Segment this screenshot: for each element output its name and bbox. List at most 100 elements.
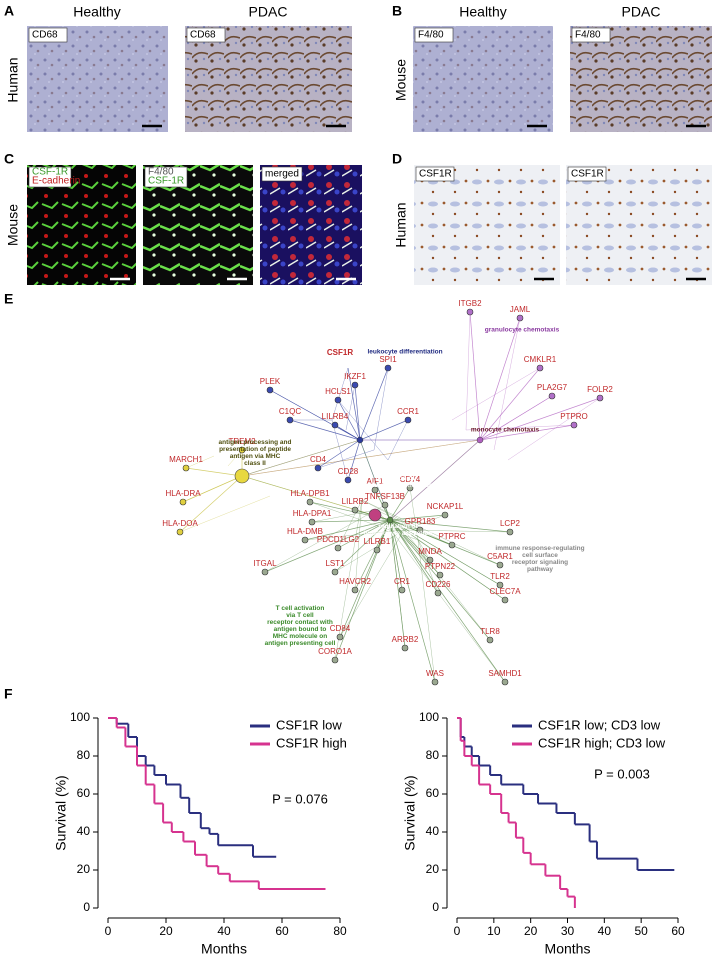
gene-label: ARRB2 xyxy=(392,635,419,644)
gene-label: IKZF1 xyxy=(344,372,366,381)
gene-label: TLR8 xyxy=(480,627,500,636)
edge xyxy=(389,519,501,586)
term-label-line: T cell activation xyxy=(276,605,325,612)
x-axis-label: Months xyxy=(201,941,247,957)
gene-label: CLEC7A xyxy=(489,587,521,596)
gene-node xyxy=(404,416,412,424)
micrograph xyxy=(566,165,712,285)
term-label-line: immune response-regulating xyxy=(495,545,584,552)
gene-label: GPR183 xyxy=(405,517,436,526)
row-label: Human xyxy=(5,57,21,102)
edge xyxy=(389,519,441,576)
edge xyxy=(403,529,491,641)
edge xyxy=(182,475,243,503)
stain-tag: F4/80 xyxy=(148,167,174,178)
edge xyxy=(465,424,575,431)
micrograph xyxy=(413,26,553,132)
gene-node xyxy=(261,568,269,576)
gene-label: TLR2 xyxy=(490,572,510,581)
term-label-line: lymphocyte activation xyxy=(364,530,432,537)
stain-tag: F4/80 xyxy=(418,30,444,41)
gene-node xyxy=(426,556,434,564)
edge xyxy=(227,449,243,467)
legend-label: CSF1R high xyxy=(276,735,347,750)
gene-node xyxy=(506,528,514,536)
gene-node xyxy=(398,586,406,594)
stain-tag: CD68 xyxy=(190,30,216,41)
gene-label: PTPRO xyxy=(560,412,588,421)
hub-node xyxy=(386,516,394,524)
edge xyxy=(347,439,361,481)
gene-label: LILRB4 xyxy=(322,412,349,421)
gene-label: HLA-DMB xyxy=(287,527,323,536)
gene-node xyxy=(548,392,556,400)
gene-node xyxy=(434,589,442,597)
gene-node xyxy=(331,421,339,429)
stain-tag-box xyxy=(186,27,226,43)
edge xyxy=(493,317,521,451)
column-label: Healthy xyxy=(459,4,506,20)
edge xyxy=(317,439,361,469)
gene-node xyxy=(286,416,294,424)
edge xyxy=(347,367,361,441)
column-label: PDAC xyxy=(249,4,288,20)
micrograph xyxy=(185,26,352,132)
edge xyxy=(389,519,501,566)
stain-tag-box xyxy=(571,27,611,43)
gene-label: FOLR2 xyxy=(587,385,613,394)
gene-node xyxy=(238,446,246,454)
x-tick-label: 80 xyxy=(333,924,347,938)
edge xyxy=(389,519,511,533)
gene-label: ITGAL xyxy=(253,559,277,568)
x-tick-label: 60 xyxy=(671,924,685,938)
gene-node xyxy=(496,561,504,569)
gene-label: LILRB1 xyxy=(364,537,391,546)
edge xyxy=(311,509,377,523)
gene-label: SPI1 xyxy=(379,355,397,364)
x-tick-label: 20 xyxy=(524,924,538,938)
edge xyxy=(354,499,363,591)
stain-tag: CSF-1R xyxy=(148,176,184,187)
gene-label: HLA-DPA1 xyxy=(293,509,332,518)
edge xyxy=(373,367,389,451)
x-tick-label: 50 xyxy=(634,924,648,938)
stain-tag-box xyxy=(415,166,455,182)
edge xyxy=(389,519,506,683)
y-axis-label: Survival (%) xyxy=(53,775,69,850)
y-axis-label: Survival (%) xyxy=(402,775,418,850)
gene-label: CMKLR1 xyxy=(524,355,557,364)
gene-node xyxy=(436,571,444,579)
edge xyxy=(361,499,421,531)
term-label-line: antigen via MHC xyxy=(230,453,281,460)
row-label: Mouse xyxy=(393,59,409,101)
x-tick-label: 10 xyxy=(487,924,501,938)
gene-label: CD28 xyxy=(338,467,359,476)
edge xyxy=(185,467,243,477)
stain-tag-box xyxy=(28,166,72,188)
gene-node xyxy=(336,633,344,641)
panel-letter: E xyxy=(4,291,13,307)
gene-node xyxy=(384,364,392,372)
edge xyxy=(345,384,356,431)
gene-label: CD84 xyxy=(330,624,351,633)
gene-node xyxy=(501,596,509,604)
edge xyxy=(359,419,409,441)
term-label-line: MHC molecule on xyxy=(273,633,328,640)
x-tick-label: 20 xyxy=(159,924,173,938)
y-tick-label: 40 xyxy=(77,824,91,838)
gene-label: PLA2G7 xyxy=(537,383,568,392)
gene-label: HLA-DOA xyxy=(162,519,198,528)
edge xyxy=(359,367,389,441)
y-tick-label: 20 xyxy=(426,862,440,876)
gene-node xyxy=(351,381,359,389)
edge xyxy=(417,539,506,601)
gene-label: MNDA xyxy=(418,547,442,556)
edge xyxy=(179,495,271,533)
edge xyxy=(479,424,575,441)
gene-node xyxy=(516,314,524,322)
gene-label: MARCH1 xyxy=(169,455,203,464)
gene-node xyxy=(596,394,604,402)
edge xyxy=(337,399,361,441)
gene-label: HLA-DRA xyxy=(165,489,201,498)
term-label: immune response-regulating cell surface re… xyxy=(495,545,584,573)
